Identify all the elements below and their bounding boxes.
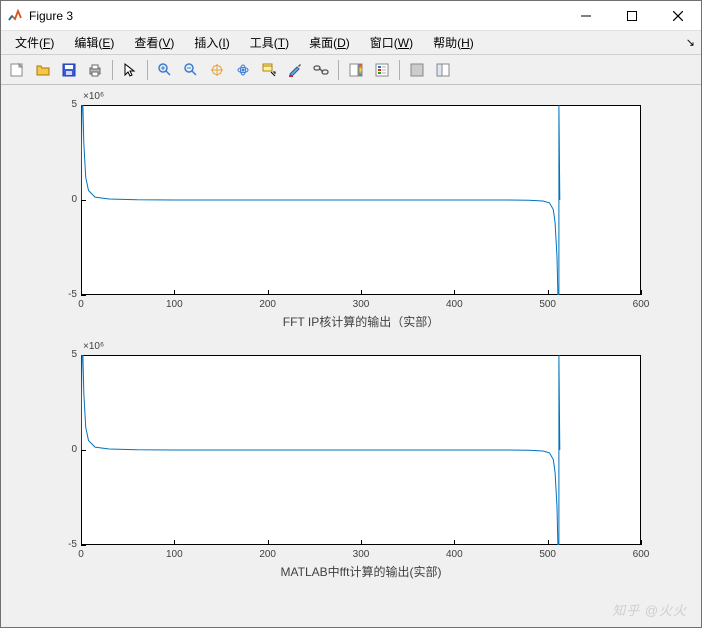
figure-window: Figure 3 文件(F)编辑(E)查看(V)插入(I)工具(T)桌面(D)窗…: [0, 0, 702, 628]
line-series: [81, 355, 641, 545]
show-plot-icon[interactable]: [431, 58, 455, 82]
matlab-app-icon: [7, 8, 23, 24]
new-figure-icon[interactable]: [5, 58, 29, 82]
brush-icon[interactable]: [283, 58, 307, 82]
rotate-icon[interactable]: [231, 58, 255, 82]
menu-w[interactable]: 窗口(W): [360, 31, 423, 54]
toolbar-separator: [112, 60, 113, 80]
ytick: [81, 545, 86, 546]
ytick-label: 0: [57, 194, 77, 205]
menu-e[interactable]: 编辑(E): [64, 31, 124, 54]
pan-icon[interactable]: [205, 58, 229, 82]
xtick-label: 100: [162, 549, 186, 560]
xtick-label: 400: [442, 549, 466, 560]
xtick-label: 0: [69, 299, 93, 310]
menu-i[interactable]: 插入(I): [184, 31, 239, 54]
toolbar-separator: [399, 60, 400, 80]
figure-area: 知乎 @火火 ×10⁶-5050100200300400500600FFT IP…: [1, 85, 701, 627]
y-exponent-label: ×10⁶: [83, 91, 104, 102]
xtick-label: 600: [629, 299, 653, 310]
dock-arrow-icon[interactable]: ↘: [686, 36, 695, 49]
xtick-label: 600: [629, 549, 653, 560]
toolbar-separator: [338, 60, 339, 80]
zoom-in-icon[interactable]: [153, 58, 177, 82]
window-controls: [563, 1, 701, 30]
close-button[interactable]: [655, 1, 701, 30]
hide-plot-icon[interactable]: [405, 58, 429, 82]
zoom-out-icon[interactable]: [179, 58, 203, 82]
ytick-label: 5: [57, 349, 77, 360]
xtick: [641, 540, 642, 545]
menu-t[interactable]: 工具(T): [240, 31, 299, 54]
xlabel: FFT IP核计算的输出（实部）: [81, 313, 641, 330]
xtick-label: 100: [162, 299, 186, 310]
menu-v[interactable]: 查看(V): [124, 31, 184, 54]
toolbar: [1, 55, 701, 85]
y-exponent-label: ×10⁶: [83, 341, 104, 352]
watermark: 知乎 @火火: [612, 600, 687, 619]
xtick-label: 0: [69, 549, 93, 560]
colorbar-icon[interactable]: [344, 58, 368, 82]
xtick-label: 200: [256, 299, 280, 310]
link-icon[interactable]: [309, 58, 333, 82]
xtick-label: 200: [256, 549, 280, 560]
ytick: [81, 295, 86, 296]
menubar: 文件(F)编辑(E)查看(V)插入(I)工具(T)桌面(D)窗口(W)帮助(H)…: [1, 31, 701, 55]
minimize-button[interactable]: [563, 1, 609, 30]
save-icon[interactable]: [57, 58, 81, 82]
xlabel: MATLAB中fft计算的输出(实部): [81, 563, 641, 580]
datacursor-icon[interactable]: [257, 58, 281, 82]
ytick-label: 5: [57, 99, 77, 110]
menu-d[interactable]: 桌面(D): [299, 31, 360, 54]
menu-f[interactable]: 文件(F): [5, 31, 64, 54]
legend-icon[interactable]: [370, 58, 394, 82]
open-icon[interactable]: [31, 58, 55, 82]
maximize-button[interactable]: [609, 1, 655, 30]
window-title: Figure 3: [29, 9, 563, 23]
xtick: [641, 290, 642, 295]
print-icon[interactable]: [83, 58, 107, 82]
ytick-label: 0: [57, 444, 77, 455]
xtick-label: 500: [536, 299, 560, 310]
xtick-label: 500: [536, 549, 560, 560]
toolbar-separator: [147, 60, 148, 80]
xtick-label: 400: [442, 299, 466, 310]
line-series: [81, 105, 641, 295]
menu-h[interactable]: 帮助(H): [423, 31, 484, 54]
xtick-label: 300: [349, 299, 373, 310]
titlebar: Figure 3: [1, 1, 701, 31]
pointer-icon[interactable]: [118, 58, 142, 82]
xtick-label: 300: [349, 549, 373, 560]
